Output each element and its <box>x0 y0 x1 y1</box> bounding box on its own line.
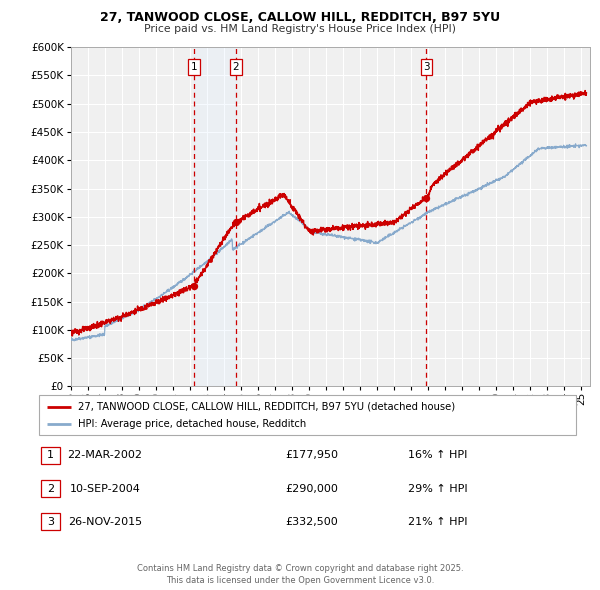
Text: 22-MAR-2002: 22-MAR-2002 <box>67 451 143 460</box>
Text: 26-NOV-2015: 26-NOV-2015 <box>68 517 142 526</box>
Text: 3: 3 <box>47 517 54 526</box>
Text: Contains HM Land Registry data © Crown copyright and database right 2025.
This d: Contains HM Land Registry data © Crown c… <box>137 565 463 585</box>
Text: 21% ↑ HPI: 21% ↑ HPI <box>408 517 468 526</box>
Point <box>189 281 199 290</box>
Text: 1: 1 <box>190 62 197 72</box>
Text: £177,950: £177,950 <box>286 451 338 460</box>
Point <box>422 194 431 203</box>
Text: HPI: Average price, detached house, Redditch: HPI: Average price, detached house, Redd… <box>77 419 306 429</box>
Text: 16% ↑ HPI: 16% ↑ HPI <box>409 451 467 460</box>
Text: £332,500: £332,500 <box>286 517 338 526</box>
Text: 1: 1 <box>47 451 54 460</box>
Point <box>231 218 241 227</box>
Text: 2: 2 <box>47 484 54 493</box>
Text: £290,000: £290,000 <box>286 484 338 493</box>
Text: Price paid vs. HM Land Registry's House Price Index (HPI): Price paid vs. HM Land Registry's House … <box>144 24 456 34</box>
Text: 10-SEP-2004: 10-SEP-2004 <box>70 484 140 493</box>
Bar <box>194 47 236 386</box>
Text: 29% ↑ HPI: 29% ↑ HPI <box>408 484 468 493</box>
Text: 3: 3 <box>423 62 430 72</box>
Text: 27, TANWOOD CLOSE, CALLOW HILL, REDDITCH, B97 5YU: 27, TANWOOD CLOSE, CALLOW HILL, REDDITCH… <box>100 11 500 24</box>
Text: 27, TANWOOD CLOSE, CALLOW HILL, REDDITCH, B97 5YU (detached house): 27, TANWOOD CLOSE, CALLOW HILL, REDDITCH… <box>77 402 455 412</box>
Text: 2: 2 <box>233 62 239 72</box>
